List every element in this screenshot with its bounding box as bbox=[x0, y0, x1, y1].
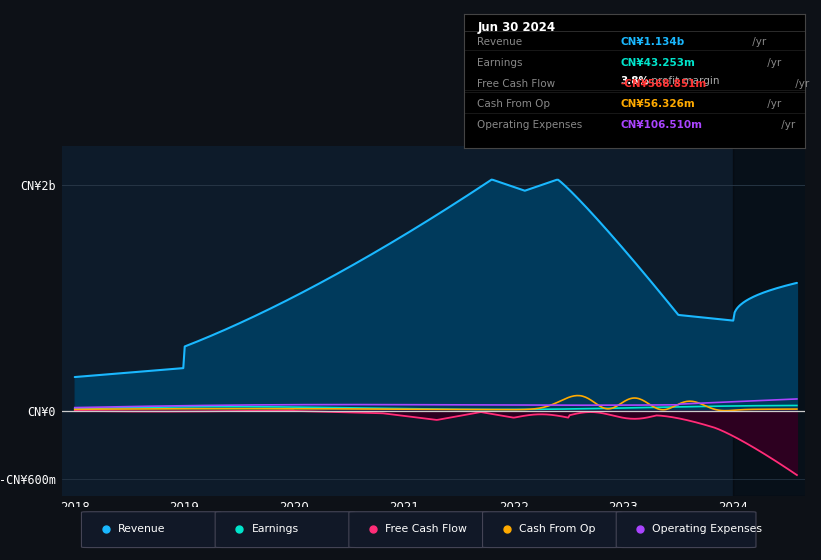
Text: -CN¥568.851m: -CN¥568.851m bbox=[621, 78, 707, 88]
FancyBboxPatch shape bbox=[483, 512, 622, 548]
Text: Revenue: Revenue bbox=[478, 37, 523, 47]
Text: /yr: /yr bbox=[792, 78, 810, 88]
Text: 3.8%: 3.8% bbox=[621, 77, 649, 86]
Text: Revenue: Revenue bbox=[117, 524, 165, 534]
FancyBboxPatch shape bbox=[215, 512, 355, 548]
Text: Cash From Op: Cash From Op bbox=[519, 524, 595, 534]
Text: Earnings: Earnings bbox=[251, 524, 299, 534]
Text: Earnings: Earnings bbox=[478, 58, 523, 68]
FancyBboxPatch shape bbox=[349, 512, 488, 548]
Text: CN¥43.253m: CN¥43.253m bbox=[621, 58, 695, 68]
Text: CN¥106.510m: CN¥106.510m bbox=[621, 120, 703, 130]
Text: Jun 30 2024: Jun 30 2024 bbox=[478, 21, 556, 34]
Text: Free Cash Flow: Free Cash Flow bbox=[478, 78, 556, 88]
Text: Cash From Op: Cash From Op bbox=[478, 99, 551, 109]
Text: /yr: /yr bbox=[764, 58, 781, 68]
FancyBboxPatch shape bbox=[617, 512, 756, 548]
Text: CN¥1.134b: CN¥1.134b bbox=[621, 37, 685, 47]
Bar bbox=[733, 146, 815, 496]
Text: Free Cash Flow: Free Cash Flow bbox=[385, 524, 467, 534]
Text: Operating Expenses: Operating Expenses bbox=[653, 524, 763, 534]
Text: Operating Expenses: Operating Expenses bbox=[478, 120, 583, 130]
Text: profit margin: profit margin bbox=[648, 77, 719, 86]
Text: /yr: /yr bbox=[750, 37, 767, 47]
FancyBboxPatch shape bbox=[81, 512, 221, 548]
Text: /yr: /yr bbox=[778, 120, 796, 130]
Text: CN¥56.326m: CN¥56.326m bbox=[621, 99, 695, 109]
Text: /yr: /yr bbox=[764, 99, 781, 109]
